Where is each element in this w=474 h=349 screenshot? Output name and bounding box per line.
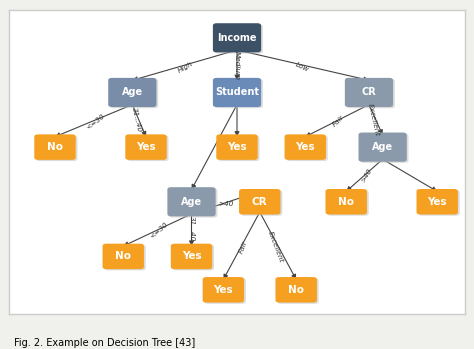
FancyBboxPatch shape [169,188,218,217]
FancyBboxPatch shape [203,277,244,303]
Text: >40: >40 [360,168,373,184]
FancyBboxPatch shape [419,190,460,216]
Text: Excellent: Excellent [267,230,284,263]
FancyBboxPatch shape [345,78,393,107]
Text: >40: >40 [218,201,233,207]
FancyBboxPatch shape [127,135,169,161]
Text: Income: Income [217,33,257,43]
Text: CR: CR [362,88,376,97]
Text: CR: CR [252,197,267,207]
FancyBboxPatch shape [216,134,258,160]
Text: Low: Low [294,61,310,73]
Text: Student: Student [215,88,259,97]
FancyBboxPatch shape [102,244,144,269]
FancyBboxPatch shape [167,187,216,216]
Text: Age: Age [122,88,143,97]
FancyBboxPatch shape [204,278,246,304]
FancyBboxPatch shape [173,245,214,270]
Text: Yes: Yes [213,285,233,295]
Text: No: No [115,251,131,261]
FancyBboxPatch shape [326,189,367,215]
Text: Fair: Fair [238,239,249,254]
FancyBboxPatch shape [215,24,263,54]
FancyBboxPatch shape [108,78,156,107]
Text: Yes: Yes [136,142,156,152]
FancyBboxPatch shape [34,134,76,160]
Text: 31...40: 31...40 [131,107,143,133]
FancyBboxPatch shape [171,244,212,269]
FancyBboxPatch shape [284,134,326,160]
Text: Yes: Yes [227,142,247,152]
FancyBboxPatch shape [241,190,283,216]
FancyBboxPatch shape [215,79,263,108]
Text: High: High [177,60,195,74]
FancyBboxPatch shape [328,190,369,216]
Text: No: No [288,285,304,295]
FancyBboxPatch shape [110,79,158,108]
Text: Yes: Yes [428,197,447,207]
FancyBboxPatch shape [360,134,409,163]
Text: Age: Age [181,197,202,207]
FancyBboxPatch shape [213,23,261,52]
FancyBboxPatch shape [36,135,78,161]
FancyBboxPatch shape [275,277,317,303]
Text: Excellent: Excellent [367,103,380,137]
Text: <=30: <=30 [149,221,169,240]
FancyBboxPatch shape [286,135,328,161]
FancyBboxPatch shape [346,79,395,108]
Text: 31...40: 31...40 [189,216,194,242]
Text: Yes: Yes [182,251,201,261]
Text: <=30: <=30 [85,112,105,131]
FancyBboxPatch shape [358,133,407,162]
FancyBboxPatch shape [239,189,281,215]
FancyBboxPatch shape [218,135,260,161]
Text: Medium: Medium [234,51,240,80]
FancyBboxPatch shape [417,189,458,215]
FancyBboxPatch shape [213,78,261,107]
Text: Yes: Yes [295,142,315,152]
Text: Fair: Fair [332,114,346,128]
FancyBboxPatch shape [104,245,146,270]
Text: Age: Age [372,142,393,152]
Text: No: No [338,197,354,207]
Text: No: No [47,142,63,152]
Text: Fig. 2. Example on Decision Tree [43]: Fig. 2. Example on Decision Tree [43] [14,339,195,348]
FancyBboxPatch shape [125,134,167,160]
FancyBboxPatch shape [277,278,319,304]
